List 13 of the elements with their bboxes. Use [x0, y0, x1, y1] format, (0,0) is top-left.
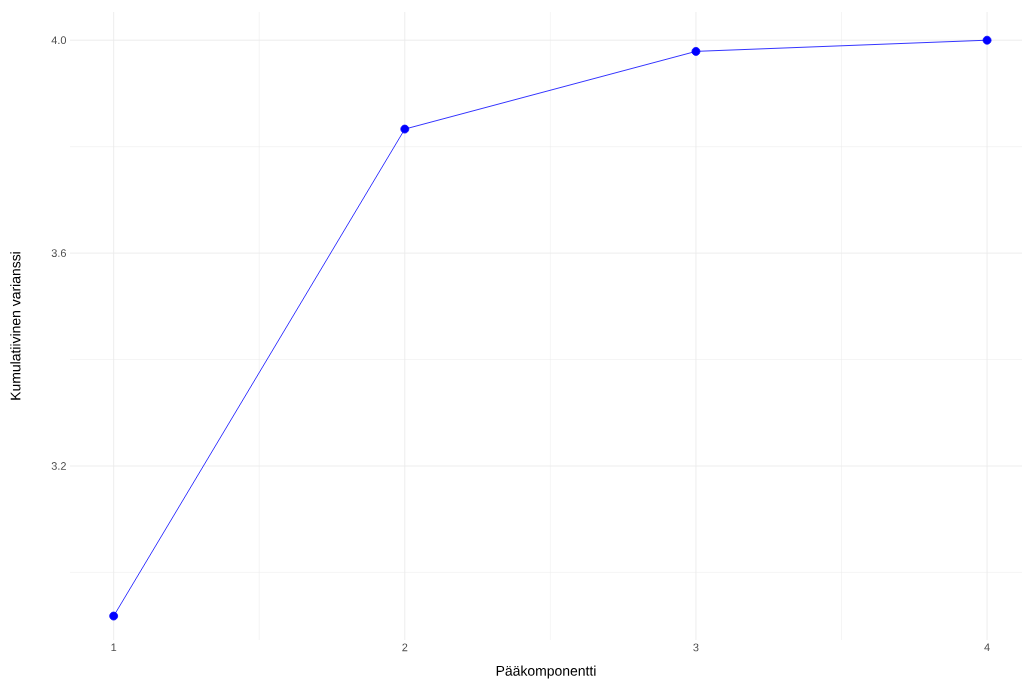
y-tick-label: 3.6: [51, 249, 66, 257]
point: [691, 46, 701, 56]
y-tick-label: 3.2: [51, 462, 66, 470]
y-axis-title: Kumulatiivinen varianssi: [10, 252, 21, 400]
x-tick-label: 4: [984, 643, 990, 652]
point: [400, 124, 410, 134]
x-axis-title: Pääkomponentti: [496, 665, 596, 679]
x-tick-label: 1: [111, 643, 117, 652]
point: [982, 35, 992, 45]
y-tick-label: 4.0: [51, 36, 67, 45]
x-tick-label: 2: [402, 643, 408, 652]
x-tick-label: 3: [693, 643, 699, 652]
point: [109, 611, 119, 621]
